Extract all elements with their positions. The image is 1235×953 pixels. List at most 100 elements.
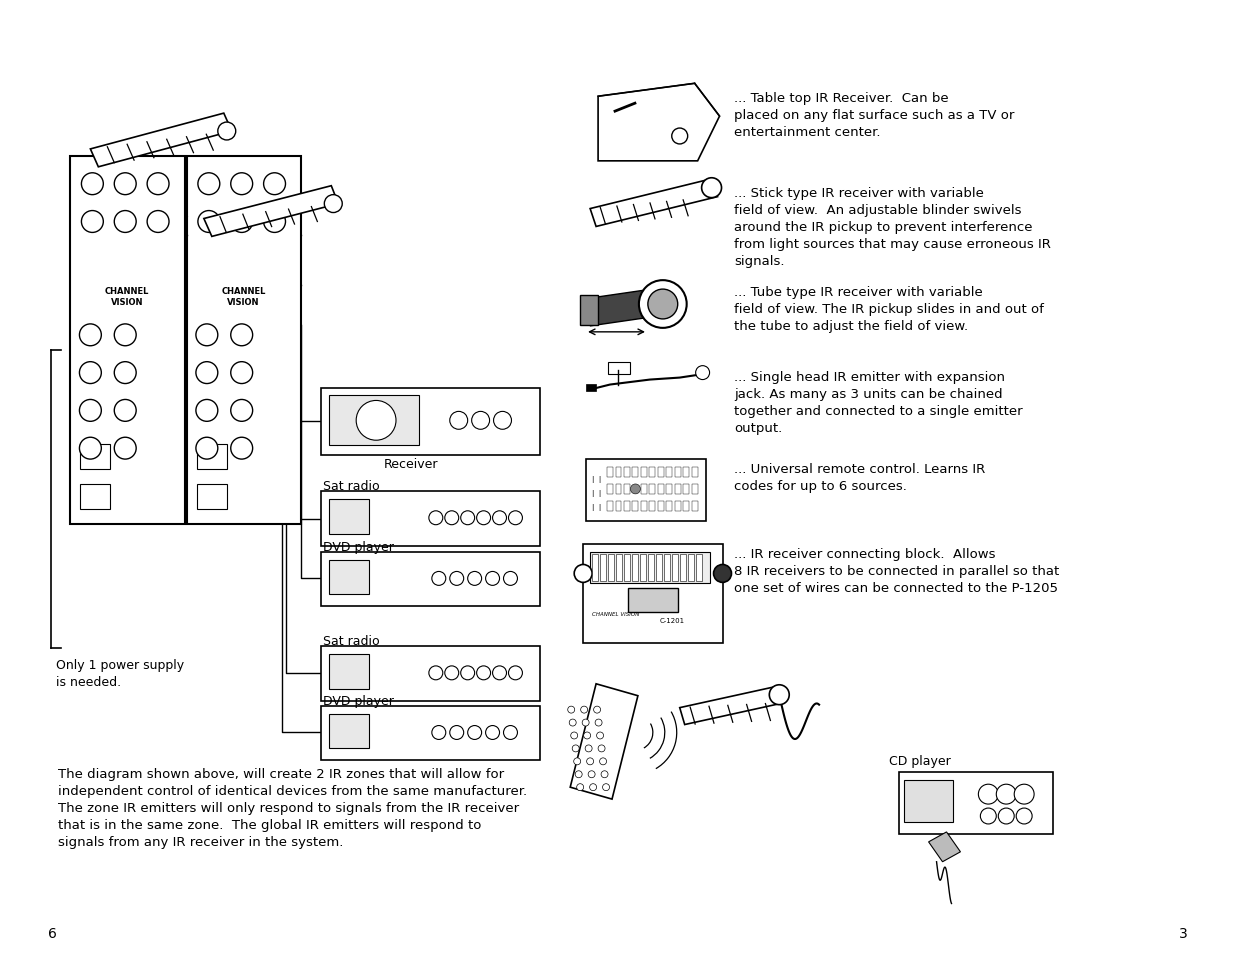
FancyBboxPatch shape [330,714,369,749]
Circle shape [599,758,606,765]
Circle shape [477,511,490,525]
FancyBboxPatch shape [70,156,185,524]
Circle shape [79,325,101,346]
Circle shape [574,758,580,765]
FancyBboxPatch shape [666,501,672,511]
Circle shape [445,666,458,680]
Circle shape [263,212,285,233]
FancyBboxPatch shape [695,554,701,581]
Circle shape [231,400,253,422]
Circle shape [587,758,594,765]
Text: |  |: | | [592,504,601,511]
FancyBboxPatch shape [624,554,630,581]
Circle shape [79,362,101,384]
Circle shape [461,666,474,680]
FancyBboxPatch shape [616,554,622,581]
FancyBboxPatch shape [658,484,663,495]
Circle shape [571,732,578,740]
FancyBboxPatch shape [624,484,630,495]
Circle shape [603,784,610,791]
Circle shape [445,511,458,525]
FancyBboxPatch shape [321,492,541,546]
FancyBboxPatch shape [683,468,689,477]
Circle shape [429,666,443,680]
Circle shape [196,400,217,422]
Circle shape [997,784,1016,804]
Circle shape [504,726,517,740]
Circle shape [468,572,482,586]
FancyBboxPatch shape [692,484,698,495]
FancyBboxPatch shape [321,552,541,607]
Polygon shape [598,84,720,162]
Circle shape [231,212,253,233]
Text: 6: 6 [48,926,57,941]
Polygon shape [590,291,645,327]
Circle shape [79,400,101,422]
Circle shape [589,784,597,791]
Circle shape [432,572,446,586]
Circle shape [598,745,605,752]
Circle shape [432,726,446,740]
Text: The diagram shown above, will create 2 IR zones that will allow for
independent : The diagram shown above, will create 2 I… [58,767,526,848]
Polygon shape [679,686,784,725]
Circle shape [231,173,253,195]
FancyBboxPatch shape [692,501,698,511]
Circle shape [769,685,789,705]
FancyBboxPatch shape [196,484,227,509]
Circle shape [115,437,136,459]
FancyBboxPatch shape [683,501,689,511]
FancyBboxPatch shape [656,554,662,581]
Circle shape [325,195,342,213]
FancyBboxPatch shape [672,554,678,581]
FancyBboxPatch shape [632,468,638,477]
FancyBboxPatch shape [679,554,685,581]
Circle shape [115,362,136,384]
Circle shape [79,437,101,459]
Circle shape [595,720,603,726]
Circle shape [196,325,217,346]
Circle shape [630,484,641,495]
FancyBboxPatch shape [587,384,597,391]
Circle shape [493,666,506,680]
FancyBboxPatch shape [615,484,621,495]
FancyBboxPatch shape [624,501,630,511]
Polygon shape [204,187,338,237]
Circle shape [198,173,220,195]
Circle shape [1014,784,1034,804]
Circle shape [701,178,721,198]
Circle shape [577,784,584,791]
Text: Receiver: Receiver [384,457,438,471]
Circle shape [472,412,489,430]
Circle shape [585,745,592,752]
Circle shape [569,720,577,726]
FancyBboxPatch shape [592,554,598,581]
FancyBboxPatch shape [904,781,953,822]
FancyBboxPatch shape [580,295,598,326]
Text: ... Universal remote control. Learns IR
codes for up to 6 sources.: ... Universal remote control. Learns IR … [735,462,986,493]
FancyBboxPatch shape [608,501,613,511]
Text: CD player: CD player [889,755,951,767]
FancyBboxPatch shape [650,501,656,511]
FancyBboxPatch shape [624,468,630,477]
Circle shape [82,173,104,195]
Polygon shape [571,684,638,800]
FancyBboxPatch shape [583,544,722,643]
Text: DVD player: DVD player [324,540,394,553]
FancyBboxPatch shape [608,554,614,581]
Circle shape [672,129,688,145]
FancyBboxPatch shape [674,484,680,495]
FancyBboxPatch shape [186,156,301,524]
Circle shape [568,706,574,714]
Text: ... Stick type IR receiver with variable
field of view.  An adjustable blinder s: ... Stick type IR receiver with variable… [735,187,1051,268]
FancyBboxPatch shape [641,468,647,477]
Circle shape [115,212,136,233]
Circle shape [597,732,604,740]
Text: Sat radio: Sat radio [324,479,380,493]
Circle shape [198,212,220,233]
FancyBboxPatch shape [658,501,663,511]
Text: |  |: | | [592,490,601,497]
Circle shape [450,572,463,586]
Text: CHANNEL
VISION: CHANNEL VISION [221,286,266,306]
Text: ... IR receiver connecting block.  Allows
8 IR receivers to be connected in para: ... IR receiver connecting block. Allows… [735,547,1060,594]
Circle shape [231,325,253,346]
